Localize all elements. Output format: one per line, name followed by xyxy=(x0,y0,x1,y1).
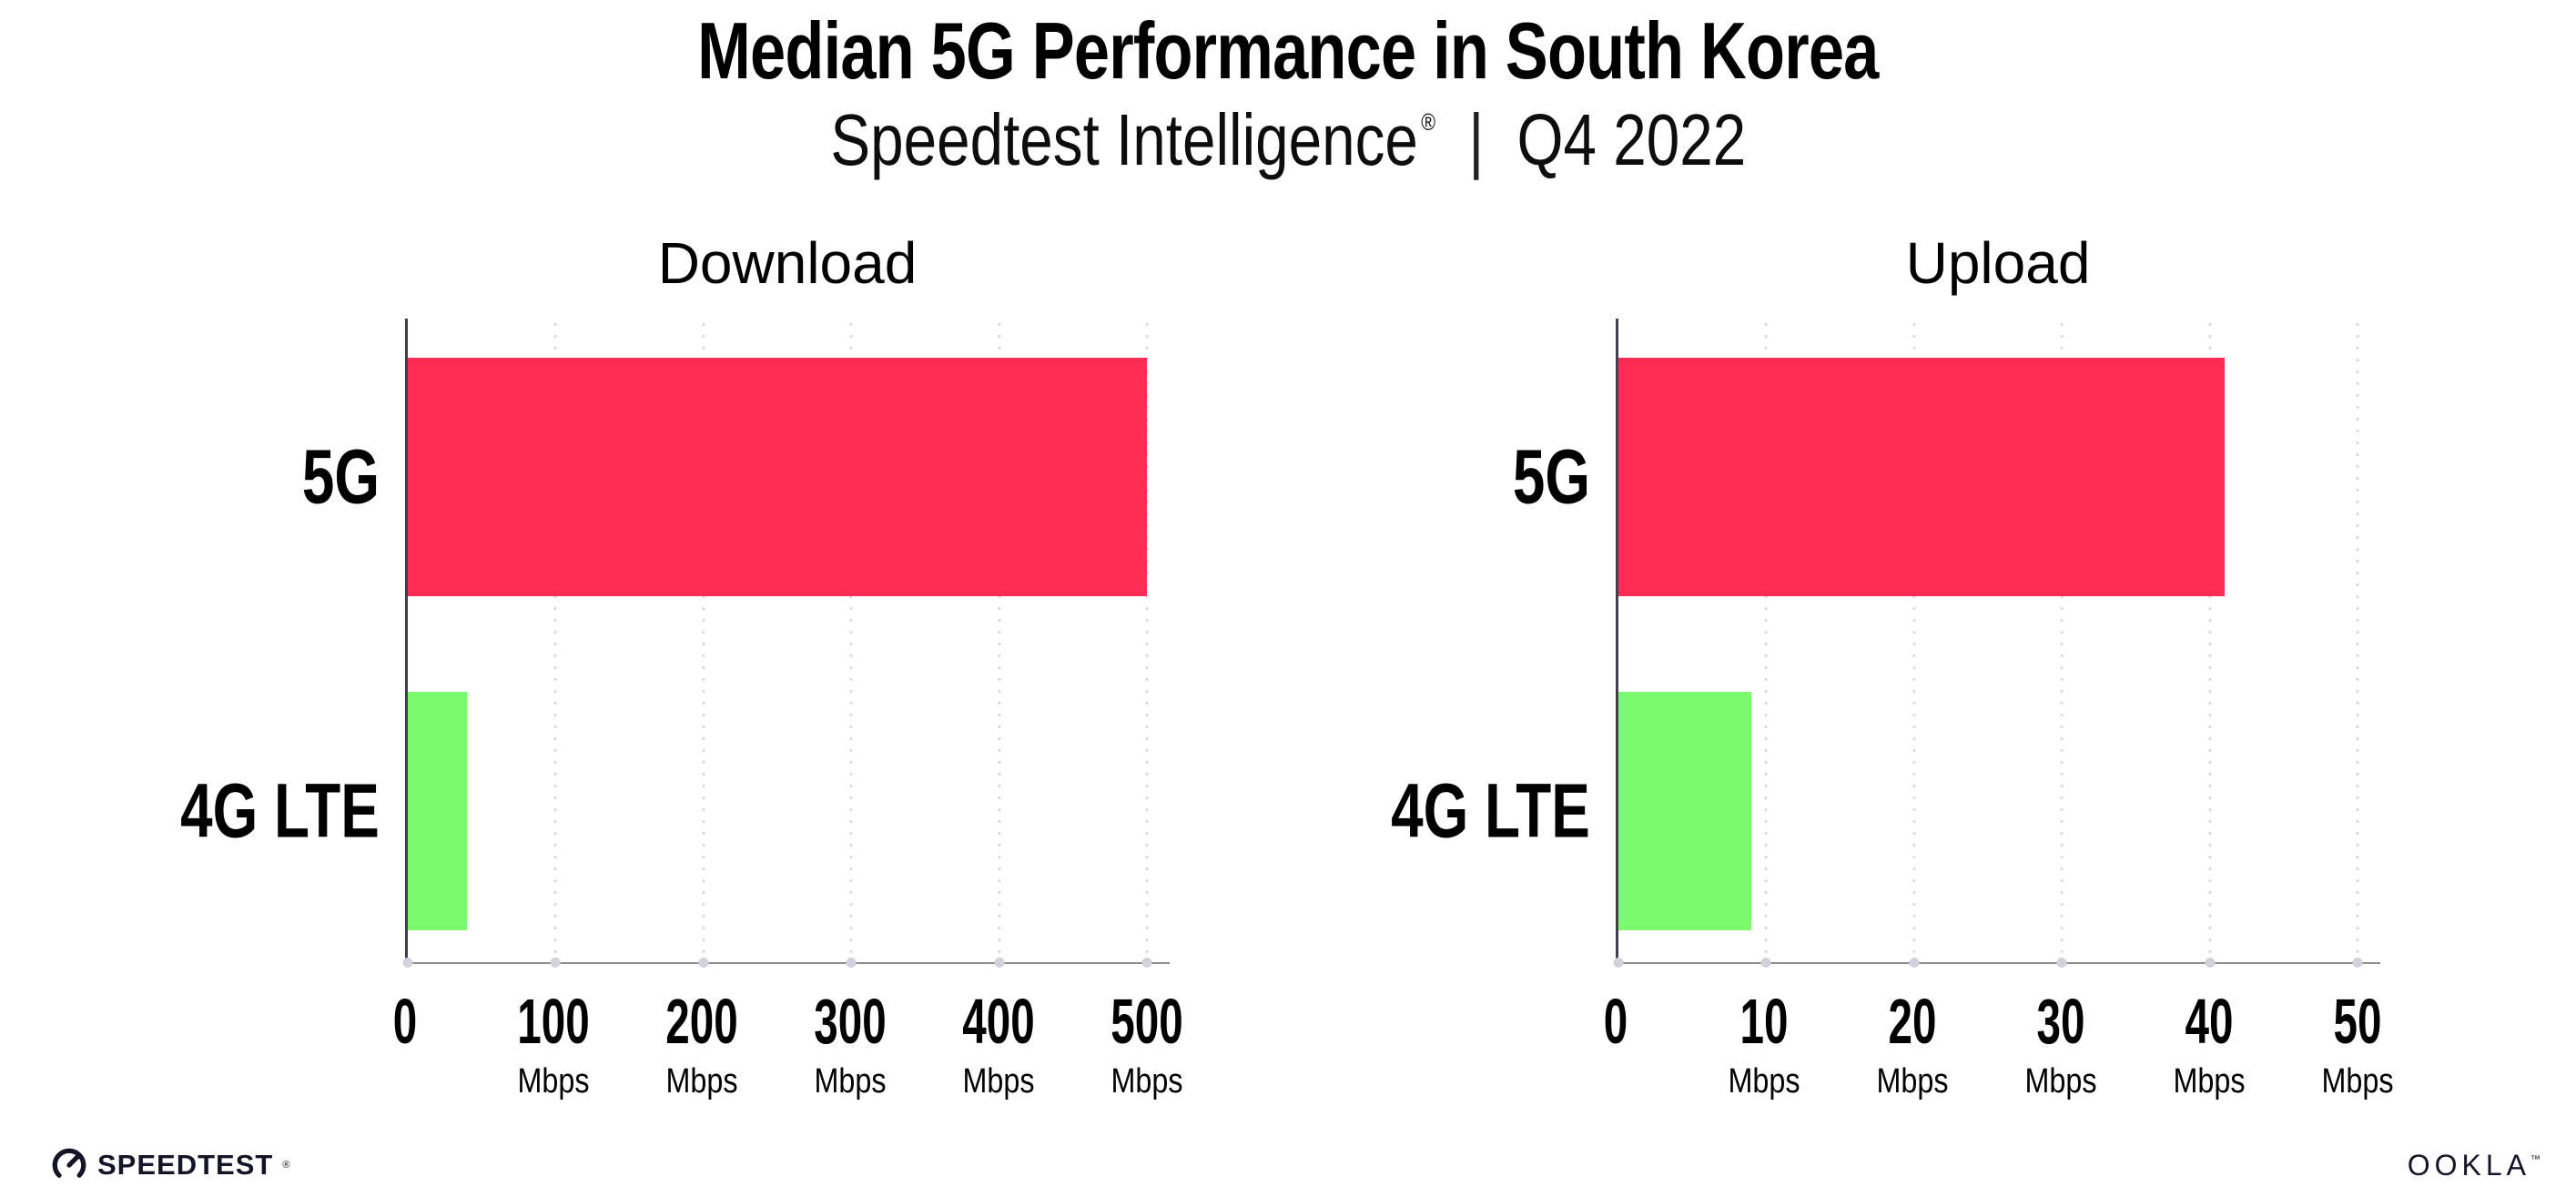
tick-unit: Mbps xyxy=(517,1062,590,1101)
x-tick-label-50-upload: 50 Mbps xyxy=(2315,989,2399,1101)
category-label-5g: 5G xyxy=(278,433,380,522)
tick-value: 0 xyxy=(1603,986,1628,1058)
x-tick-label-100-download: 100 Mbps xyxy=(501,989,607,1101)
subtitle-period: Q4 2022 xyxy=(1516,99,1746,181)
axis-tick-dot-100 xyxy=(550,958,561,969)
gridline-30-mbps xyxy=(2060,319,2064,963)
gridline-200-mbps xyxy=(702,319,705,963)
tick-value: 200 xyxy=(665,986,738,1058)
x-tick-label-20-upload: 20 Mbps xyxy=(1870,989,1954,1101)
tick-unit: Mbps xyxy=(665,1062,738,1101)
upload-chart-body: 5G 4G LTE xyxy=(1343,319,2380,969)
tick-unit: Mbps xyxy=(814,1062,887,1101)
x-tick-label-0-upload: 0 xyxy=(1598,989,1634,1053)
speedtest-gauge-icon xyxy=(52,1148,86,1182)
upload-category-labels: 5G 4G LTE xyxy=(1343,319,1616,964)
download-category-labels: 5G 4G LTE xyxy=(132,319,405,964)
ookla-logo: OOKLA™ xyxy=(2408,1149,2545,1182)
x-tick-label-40-upload: 40 Mbps xyxy=(2166,989,2251,1101)
footer: SPEEDTEST ® OOKLA™ xyxy=(50,1146,2545,1184)
download-plot-area xyxy=(402,319,1170,969)
bar-4g-lte-upload xyxy=(1618,692,1752,931)
tick-unit: Mbps xyxy=(1876,1062,1949,1101)
tick-value: 50 xyxy=(2333,986,2382,1058)
ookla-wordmark: OOKLA xyxy=(2407,1148,2530,1182)
axis-tick-dot-0 xyxy=(1613,958,1624,969)
tick-value: 400 xyxy=(962,986,1035,1058)
tick-unit: Mbps xyxy=(1728,1062,1800,1101)
page-title: Median 5G Performance in South Korea xyxy=(697,5,1879,96)
category-label-4g-lte: 4G LTE xyxy=(117,767,380,856)
axis-tick-dot-300 xyxy=(846,958,857,969)
tick-value: 30 xyxy=(2036,986,2085,1058)
category-label-text: 4G LTE xyxy=(180,767,380,854)
axis-tick-dot-20 xyxy=(1909,958,1920,969)
category-label-text: 5G xyxy=(301,433,380,520)
tick-value: 40 xyxy=(2185,986,2234,1058)
category-label-5g: 5G xyxy=(1488,433,1590,522)
axis-tick-dot-40 xyxy=(2205,958,2215,969)
tick-unit: Mbps xyxy=(2024,1062,2097,1101)
bar-5g-upload xyxy=(1618,358,2225,597)
tick-value: 500 xyxy=(1111,986,1183,1058)
category-label-text: 4G LTE xyxy=(1391,767,1590,854)
x-tick-label-400-download: 400 Mbps xyxy=(945,989,1051,1101)
tick-unit: Mbps xyxy=(2321,1062,2394,1101)
gridline-40-mbps xyxy=(2208,319,2211,963)
x-tick-label-500-download: 500 Mbps xyxy=(1093,989,1200,1101)
tick-value: 100 xyxy=(517,986,590,1058)
x-tick-label-200-download: 200 Mbps xyxy=(649,989,756,1101)
subtitle-separator: | xyxy=(1467,99,1484,181)
axis-tick-dot-0 xyxy=(402,958,413,969)
x-tick-label-30-upload: 30 Mbps xyxy=(2018,989,2103,1101)
header: Median 5G Performance in South Korea Spe… xyxy=(0,0,2576,182)
charts-row: Download 5G 4G LTE 0 100 Mbps 200 Mbps 300 Mbps… xyxy=(0,229,2576,1119)
gridline-100-mbps xyxy=(553,319,557,963)
download-chart: Download 5G 4G LTE 0 100 Mbps 200 Mbps 300 Mbps… xyxy=(132,229,1183,1119)
axis-tick-dot-500 xyxy=(1141,958,1152,969)
gridline-10-mbps xyxy=(1764,319,1768,963)
ookla-trademark: ™ xyxy=(2530,1153,2545,1165)
gridline-400-mbps xyxy=(998,319,1000,963)
axis-tick-dot-400 xyxy=(994,958,1004,969)
tick-value: 0 xyxy=(392,986,418,1058)
gridline-20-mbps xyxy=(1912,319,1916,963)
category-label-text: 5G xyxy=(1512,433,1590,520)
tick-unit: Mbps xyxy=(1111,1062,1183,1101)
upload-chart: Upload 5G 4G LTE 0 10 Mbps 20 Mbps 30 Mbps 40 Mbp… xyxy=(1343,229,2394,1119)
bar-5g-download xyxy=(408,358,1147,597)
subtitle-brand: Speedtest Intelligence xyxy=(830,99,1418,181)
download-x-axis-ticks: 0 100 Mbps 200 Mbps 300 Mbps 400 Mbps 500 Mbps xyxy=(393,964,1183,1119)
download-chart-body: 5G 4G LTE xyxy=(132,319,1170,969)
x-tick-label-10-upload: 10 Mbps xyxy=(1721,989,1806,1101)
speedtest-trademark: ® xyxy=(282,1160,290,1171)
tick-value: 10 xyxy=(1739,986,1789,1058)
axis-tick-dot-200 xyxy=(698,958,709,969)
upload-x-axis-ticks: 0 10 Mbps 20 Mbps 30 Mbps 40 Mbps 50 Mbps xyxy=(1604,964,2394,1119)
gridline-50-mbps xyxy=(2356,319,2359,963)
tick-value: 300 xyxy=(814,986,887,1058)
x-tick-label-0-download: 0 xyxy=(388,989,423,1053)
speedtest-logo: SPEEDTEST ® xyxy=(50,1146,289,1184)
bar-4g-lte-download xyxy=(408,692,467,931)
upload-chart-title: Upload xyxy=(1905,230,2091,297)
gridline-300-mbps xyxy=(849,319,853,963)
page-subtitle: Speedtest Intelligence ® | Q4 2022 xyxy=(0,98,2576,182)
gridline-500-mbps xyxy=(1145,319,1149,963)
tick-value: 20 xyxy=(1888,986,1937,1058)
axis-tick-dot-50 xyxy=(2352,958,2363,969)
tick-unit: Mbps xyxy=(962,1062,1035,1101)
axis-tick-dot-30 xyxy=(2056,958,2067,969)
speedtest-wordmark: SPEEDTEST xyxy=(97,1149,274,1181)
tick-unit: Mbps xyxy=(2173,1062,2246,1101)
upload-plot-area xyxy=(1613,319,2380,969)
registered-mark: ® xyxy=(1420,108,1435,137)
download-chart-title: Download xyxy=(657,230,918,297)
x-tick-label-300-download: 300 Mbps xyxy=(796,989,903,1101)
axis-tick-dot-10 xyxy=(1760,958,1771,969)
category-label-4g-lte: 4G LTE xyxy=(1328,767,1590,856)
